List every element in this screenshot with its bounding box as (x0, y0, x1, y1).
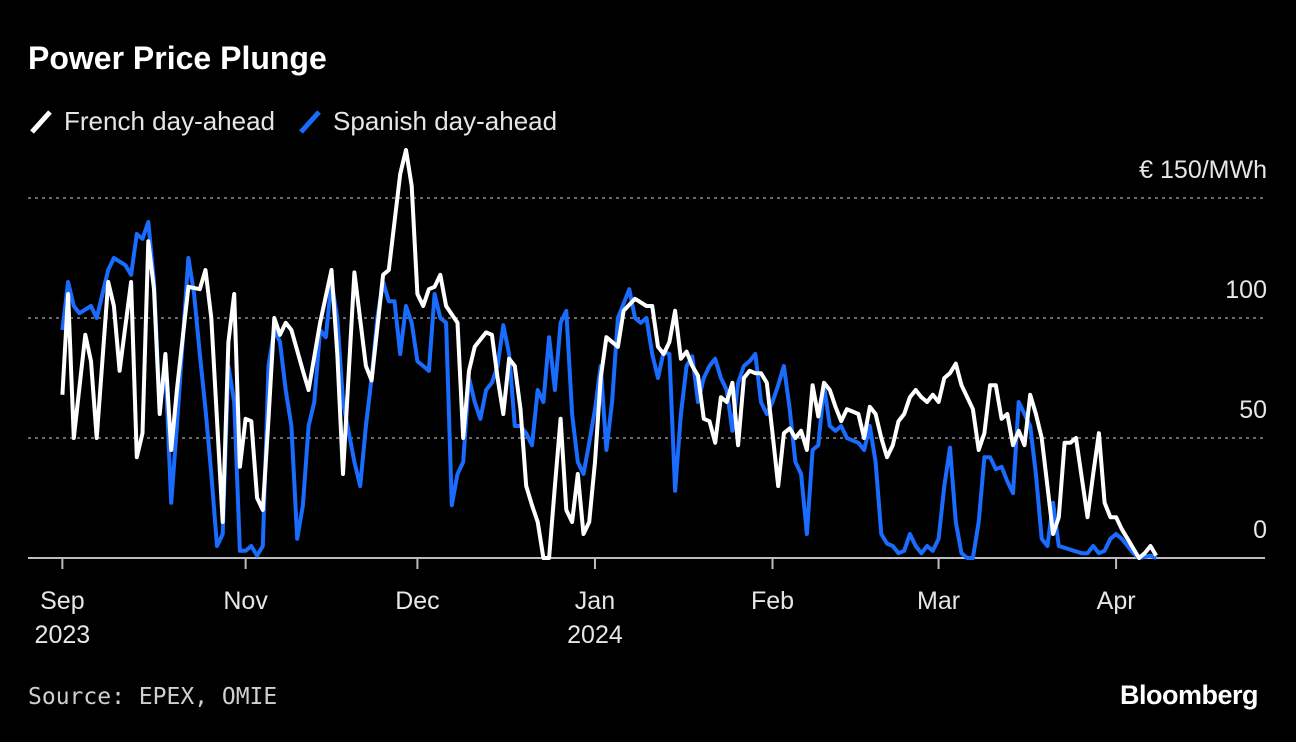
x-tick-label: Sep 2023 (34, 587, 91, 649)
legend: French day-ahead Spanish day-ahead (28, 106, 579, 137)
legend-item: Spanish day-ahead (297, 106, 557, 137)
chart-title: Power Price Plunge (28, 40, 327, 76)
x-tick-label: Mar (917, 587, 961, 615)
legend-swatch (299, 109, 321, 134)
line-series (60, 148, 1158, 560)
y-tick-label: 0 (1253, 516, 1267, 544)
x-tick-label: Nov (223, 587, 268, 615)
legend-label: Spanish day-ahead (333, 106, 558, 136)
source-note: Source: EPEX, OMIE (28, 684, 278, 710)
legend-label: French day-ahead (64, 106, 276, 136)
legend-swatch-line (30, 109, 52, 134)
x-tick-label: Feb (750, 587, 795, 615)
y-tick-label: € 150/MWh (1139, 156, 1267, 184)
x-tick-label: Jan 2024 (567, 587, 623, 649)
x-tick-label: Dec (395, 587, 440, 615)
y-tick-label: 50 (1239, 396, 1267, 424)
x-tick-label: Apr (1096, 587, 1136, 615)
line-series (60, 220, 1157, 560)
legend-item: French day-ahead (28, 106, 275, 137)
legend-swatch-line (299, 109, 321, 134)
logo: Bloomberg (1119, 680, 1259, 710)
legend-swatch (30, 109, 52, 134)
y-tick-label: 100 (1225, 276, 1267, 304)
